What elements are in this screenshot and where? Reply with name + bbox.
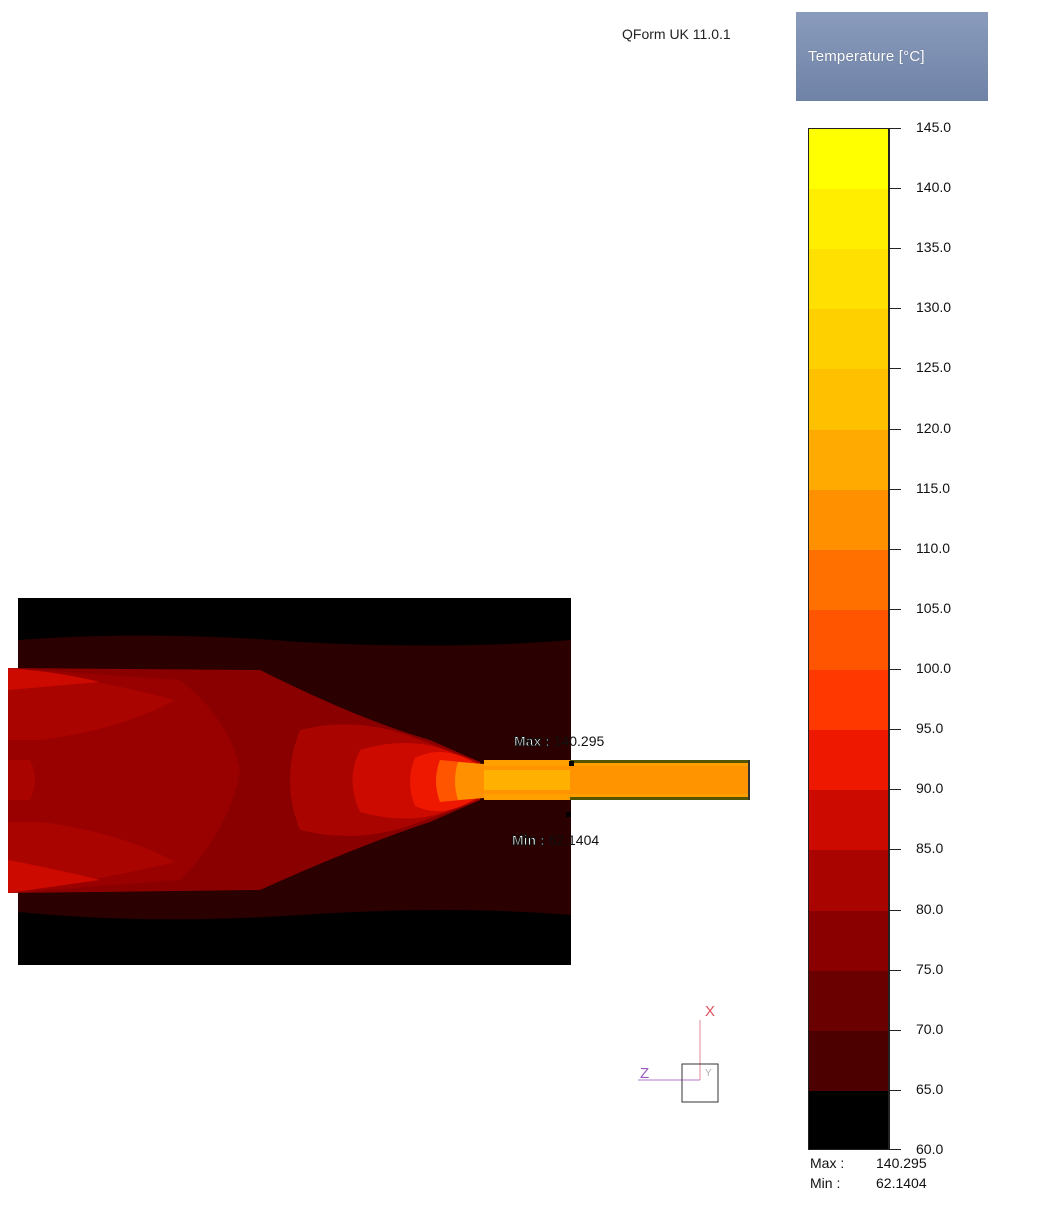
legend-title-panel[interactable]: Temperature [°C] [796,12,988,101]
axis-cube [681,1063,719,1103]
legend-min-value: 62.1404 [876,1175,927,1191]
scale-tick [889,729,901,731]
scale-segment [809,850,888,912]
scale-tick-label: 115.0 [916,479,950,496]
scale-tick [889,789,901,791]
scale-segment [809,189,888,251]
scale-segment [809,910,888,972]
scale-tick-axis [889,128,903,1150]
temperature-color-scale [808,128,889,1150]
scale-segment [809,1030,888,1092]
legend-max-label: Max : [810,1155,845,1171]
min-marker-key: Min : [512,832,546,849]
max-marker-point [569,761,574,766]
scale-segment [809,369,888,431]
scale-tick-label: 140.0 [916,179,952,196]
scale-tick [889,128,901,129]
scale-tick [889,428,901,430]
scale-segment [809,1090,888,1149]
legend-title: Temperature [°C] [808,48,925,65]
scale-tick-label: 130.0 [916,299,952,316]
scale-tick-label: 75.0 [916,960,944,977]
scale-tick-label: 105.0 [916,599,952,616]
scale-tick [889,248,901,250]
scale-tick-label: 80.0 [916,900,944,917]
max-marker-label: Max : 140.295 [514,733,605,750]
legend-max-value: 140.295 [876,1155,927,1171]
scale-tick [889,488,901,490]
scale-segment [809,249,888,311]
scale-segment [809,549,888,611]
scale-tick [889,1029,901,1031]
legend-min-label: Min : [810,1175,841,1191]
scale-tick-label: 120.0 [916,419,952,436]
scale-segment [809,489,888,551]
scale-tick-label: 85.0 [916,840,944,857]
scale-tick [889,969,901,971]
scale-tick [889,669,901,671]
scale-tick-label: 100.0 [916,660,952,677]
axis-triad[interactable]: X Z Y [630,995,730,1110]
scale-tick-label: 110.0 [916,539,950,556]
scale-tick-label: 60.0 [916,1141,944,1157]
scale-tick [889,308,901,310]
scale-tick [889,849,901,851]
y-axis-label: Y [705,1068,712,1079]
x-axis-label: X [705,1003,715,1020]
scale-segment [809,730,888,792]
max-marker-value: 140.295 [553,733,605,749]
scale-tick-label: 70.0 [916,1020,944,1037]
simulation-viewport[interactable] [0,580,780,1000]
scale-tick [889,548,901,550]
scale-segment [809,670,888,732]
scale-tick-label: 135.0 [916,239,952,256]
scale-segment [809,609,888,672]
scale-segment [809,970,888,1032]
scale-tick [889,608,901,610]
scale-segment [809,129,888,191]
z-axis-label: Z [640,1065,649,1082]
scale-segment [809,429,888,491]
scale-tick-label: 65.0 [916,1080,944,1097]
scale-tick-label: 90.0 [916,780,944,797]
scale-tick [889,368,901,370]
billet-temperature-field [8,598,750,965]
scale-tick [889,909,901,911]
scale-tick [889,1089,901,1091]
scale-segment [809,790,888,852]
scale-tick-label: 145.0 [916,119,952,135]
scale-tick [889,188,901,190]
min-marker-label: Min : 62.1404 [512,832,600,849]
max-marker-key: Max : [514,733,551,750]
scale-tick-label: 95.0 [916,720,944,737]
scale-tick-label: 125.0 [916,359,952,376]
scale-tick [889,1149,901,1150]
app-version-label: QForm UK 11.0.1 [622,26,731,42]
min-marker-point [566,812,571,817]
min-marker-value: 62.1404 [548,832,600,848]
scale-segment [809,309,888,371]
